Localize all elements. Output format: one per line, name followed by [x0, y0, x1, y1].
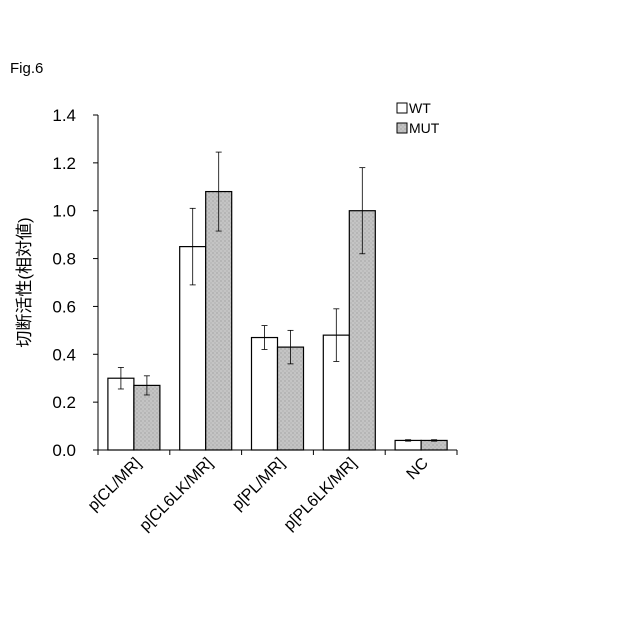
- legend-label-wt: WT: [409, 100, 431, 116]
- axes: 0.0 0.2 0.4 0.6 0.8 1.0 1.2 1.4 切断活性(相対値) p[CL/MR…: [15, 106, 457, 535]
- category-label: p[PL/MR]: [229, 455, 288, 514]
- y-tick-label: 0.6: [52, 297, 76, 316]
- legend-swatch-mut: [397, 123, 407, 133]
- mut-bar: [421, 440, 447, 450]
- y-axis-title: 切断活性(相対値): [15, 217, 34, 347]
- y-tick-label: 0.0: [52, 441, 76, 460]
- category-label: NC: [404, 455, 432, 483]
- wt-bar: [395, 440, 421, 450]
- y-tick-label: 1.4: [52, 106, 76, 125]
- category-label: p[CL6LK/MR]: [137, 455, 217, 535]
- y-tick-label: 0.2: [52, 393, 76, 412]
- legend: WT MUT: [397, 100, 440, 136]
- category-label: p[CL/MR]: [85, 455, 145, 515]
- category-label: p[PL6LK/MR]: [281, 455, 360, 534]
- y-tick-label: 0.8: [52, 250, 76, 269]
- bars: [108, 192, 447, 450]
- wt-bar: [252, 338, 278, 450]
- y-tick-label: 1.2: [52, 154, 76, 173]
- y-tick-label: 1.0: [52, 202, 76, 221]
- legend-label-mut: MUT: [409, 120, 440, 136]
- y-tick-label: 0.4: [52, 345, 76, 364]
- legend-swatch-wt: [397, 103, 407, 113]
